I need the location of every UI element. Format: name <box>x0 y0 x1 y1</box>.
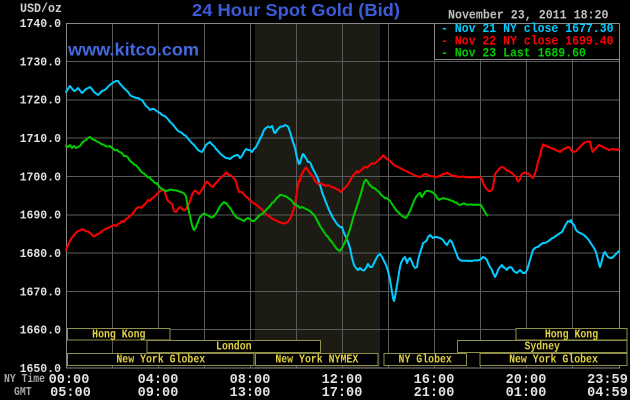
svg-text:- Nov 22 NY close 1699.40: - Nov 22 NY close 1699.40 <box>441 33 614 48</box>
svg-text:12:00: 12:00 <box>322 372 363 388</box>
svg-text:01:00: 01:00 <box>506 385 547 400</box>
svg-text:USD/oz: USD/oz <box>20 2 62 16</box>
svg-text:NY Time: NY Time <box>4 373 45 386</box>
svg-text:www.kitco.com: www.kitco.com <box>67 40 199 60</box>
svg-text:20:00: 20:00 <box>506 372 547 388</box>
svg-text:21:00: 21:00 <box>414 385 455 400</box>
svg-text:1710.0: 1710.0 <box>20 132 61 146</box>
svg-text:23:59: 23:59 <box>587 372 628 388</box>
svg-text:New York NYMEX: New York NYMEX <box>275 354 358 367</box>
svg-text:London: London <box>216 341 252 354</box>
svg-text:Hong Kong: Hong Kong <box>545 328 598 341</box>
svg-text:16:00: 16:00 <box>414 372 455 388</box>
svg-text:17:00: 17:00 <box>322 385 363 400</box>
svg-text:- Nov 23 Last 1689.60: - Nov 23 Last 1689.60 <box>441 46 586 61</box>
svg-text:24 Hour Spot Gold (Bid): 24 Hour Spot Gold (Bid) <box>192 0 400 20</box>
svg-text:1700.0: 1700.0 <box>20 170 61 184</box>
svg-text:04:59: 04:59 <box>587 385 628 400</box>
svg-text:- Nov 21 NY close 1677.30: - Nov 21 NY close 1677.30 <box>441 21 614 36</box>
svg-text:November 23, 2011 18:20: November 23, 2011 18:20 <box>448 8 609 23</box>
svg-text:Sydney: Sydney <box>524 341 560 354</box>
svg-text:1650.0: 1650.0 <box>20 362 61 376</box>
svg-text:1730.0: 1730.0 <box>20 55 61 69</box>
svg-text:1660.0: 1660.0 <box>20 324 61 338</box>
svg-text:09:00: 09:00 <box>138 385 179 400</box>
svg-text:1680.0: 1680.0 <box>20 247 61 261</box>
svg-text:New York Globex: New York Globex <box>509 354 598 367</box>
svg-text:00:00: 00:00 <box>49 372 90 388</box>
svg-text:NY Globex: NY Globex <box>399 354 452 367</box>
svg-text:1720.0: 1720.0 <box>20 94 61 108</box>
svg-text:1670.0: 1670.0 <box>20 285 61 299</box>
svg-text:GMT: GMT <box>14 386 32 399</box>
svg-text:New York Globex: New York Globex <box>116 354 205 367</box>
svg-text:1740.0: 1740.0 <box>20 17 61 31</box>
svg-text:1690.0: 1690.0 <box>20 209 61 223</box>
svg-text:04:00: 04:00 <box>138 372 179 388</box>
svg-text:05:00: 05:00 <box>50 385 91 400</box>
svg-text:Hong Kong: Hong Kong <box>92 328 145 341</box>
svg-text:13:00: 13:00 <box>230 385 271 400</box>
svg-text:08:00: 08:00 <box>230 372 271 388</box>
